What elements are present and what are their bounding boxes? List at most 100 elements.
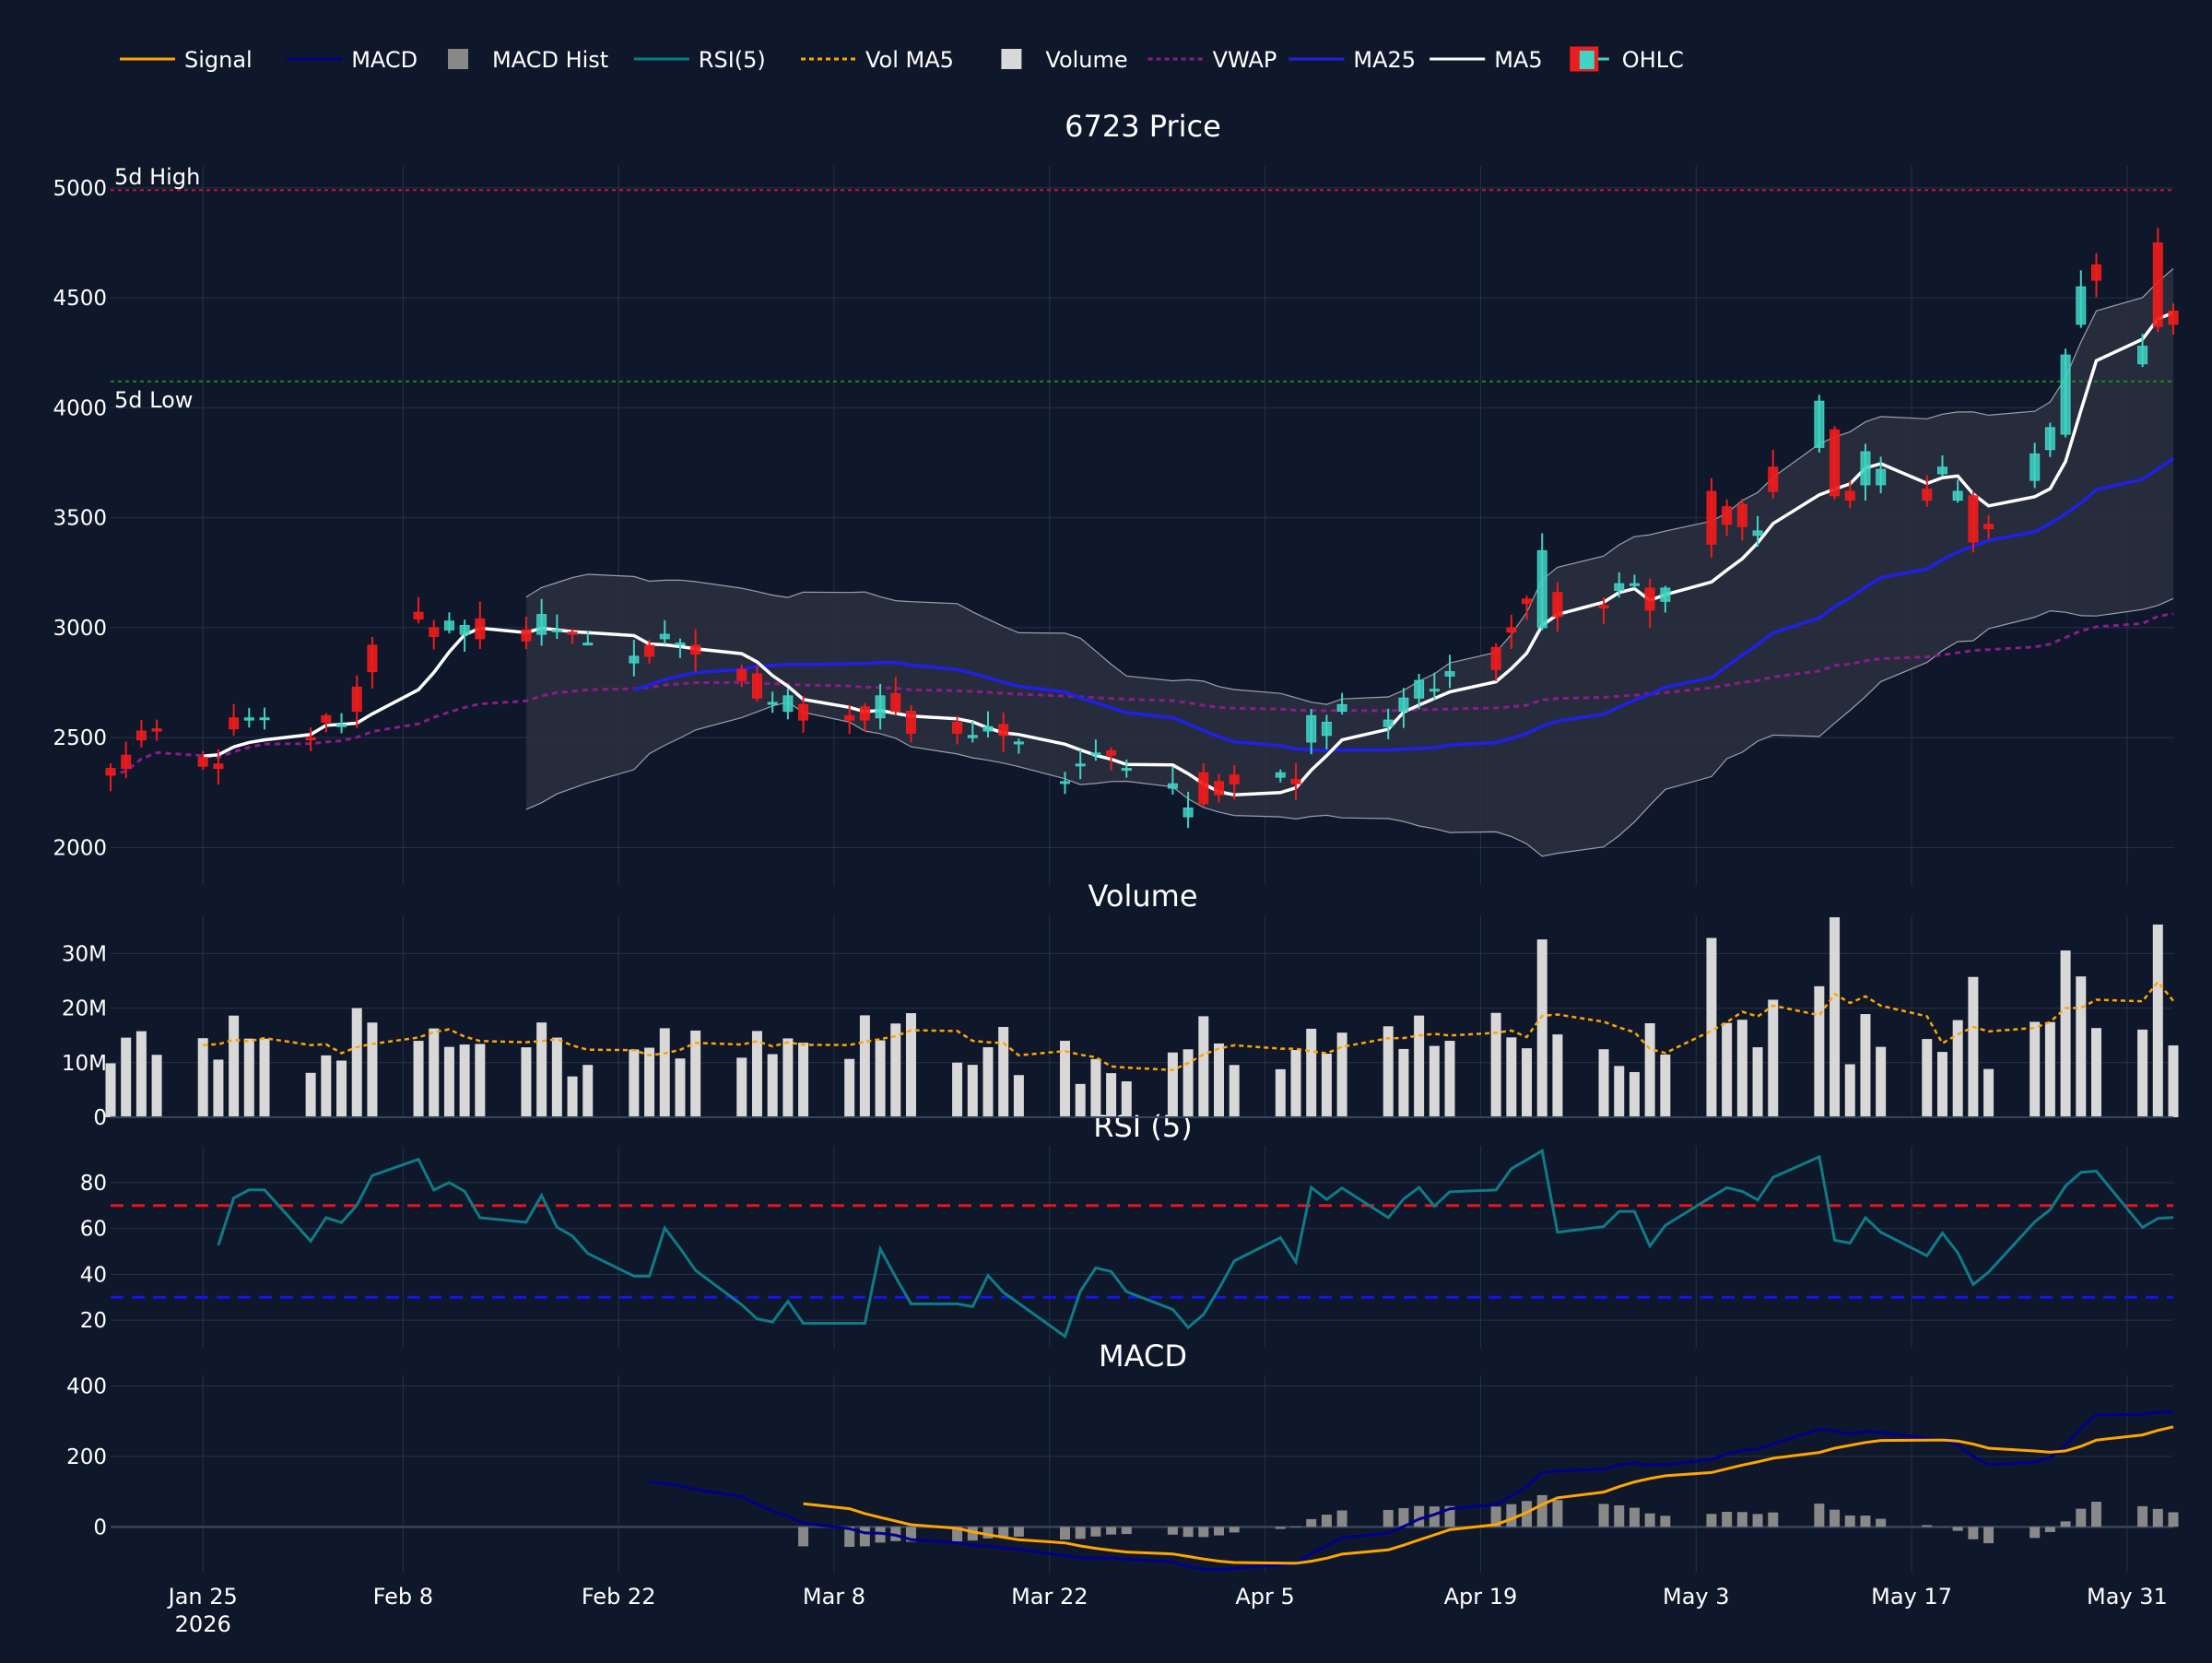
candle-body xyxy=(444,621,453,631)
candle-body xyxy=(737,669,747,680)
volume-bar xyxy=(906,1013,916,1117)
volume-bar xyxy=(1306,1029,1316,1117)
candle-body xyxy=(1937,467,1947,474)
macd-hist-bar xyxy=(798,1527,808,1546)
candle-body xyxy=(368,645,377,672)
macd-hist-bar xyxy=(860,1527,870,1546)
candle-body xyxy=(1491,647,1500,669)
volume-bar xyxy=(1660,1055,1670,1117)
volume-bar xyxy=(2153,925,2163,1117)
candle-body xyxy=(337,725,347,726)
volume-bar xyxy=(429,1029,439,1117)
price-y-tick-label: 3000 xyxy=(53,617,107,641)
legend-label: VWAP xyxy=(1213,47,1277,73)
volume-bar xyxy=(1614,1066,1624,1117)
volume-bar xyxy=(1322,1054,1332,1117)
macd-hist-bar xyxy=(1414,1506,1424,1527)
macd-hist-bar xyxy=(1753,1514,1763,1527)
volume-bar xyxy=(1552,1034,1562,1117)
candle-body xyxy=(1307,715,1316,742)
candle-body xyxy=(1969,496,1978,542)
candle-body xyxy=(1291,780,1300,784)
candle-body xyxy=(1553,593,1562,617)
candle-body xyxy=(1523,599,1532,604)
volume-bar xyxy=(229,1016,239,1117)
volume-bar xyxy=(321,1056,331,1117)
rsi-line xyxy=(218,1150,2173,1336)
candle-body xyxy=(1707,491,1716,544)
candle-body xyxy=(460,626,469,635)
macd-hist-bar xyxy=(1383,1510,1394,1527)
volume-bar xyxy=(1522,1048,1532,1117)
volume-bar xyxy=(736,1057,747,1117)
volume-bar xyxy=(1398,1049,1408,1117)
candle-body xyxy=(1923,489,1932,501)
x-tick-label: Apr 5 xyxy=(1235,1584,1294,1610)
candle-body xyxy=(1599,606,1608,607)
macd-hist-bar xyxy=(1737,1512,1747,1527)
candle-body xyxy=(1645,588,1654,610)
macd-hist-bar xyxy=(1014,1527,1024,1537)
volume-bar xyxy=(1722,1023,1732,1117)
macd-hist-bar xyxy=(1537,1495,1547,1527)
volume-bar xyxy=(2076,976,2086,1117)
macd-hist-bar xyxy=(1630,1508,1640,1527)
legend-swatch xyxy=(1001,49,1021,69)
candle-body xyxy=(1430,690,1439,691)
candle-body xyxy=(1122,769,1131,771)
volume-bar xyxy=(1076,1084,1086,1117)
macd-hist-bar xyxy=(1599,1504,1609,1527)
volume-y-tick-label: 0 xyxy=(93,1106,107,1130)
macd-hist-bar xyxy=(1722,1512,1732,1527)
candle-body xyxy=(152,729,161,731)
macd-hist-bar xyxy=(1214,1527,1224,1535)
macd-y-tick-label: 0 xyxy=(93,1516,107,1539)
macd-hist-bar xyxy=(1322,1515,1332,1527)
volume-bar xyxy=(336,1061,347,1117)
volume-bar xyxy=(1276,1069,1286,1117)
volume-bar xyxy=(1445,1041,1455,1117)
volume-bar xyxy=(968,1065,978,1117)
candle-body xyxy=(860,707,869,720)
volume-bar xyxy=(782,1038,793,1117)
volume-bar xyxy=(414,1041,424,1117)
volume-bar xyxy=(2045,1022,2055,1117)
volume-bar xyxy=(1737,1020,1747,1117)
x-tick-label: Mar 22 xyxy=(1011,1584,1088,1610)
volume-bar xyxy=(1814,986,1824,1117)
volume-bar xyxy=(1168,1053,1178,1117)
macd-hist-bar xyxy=(1552,1500,1562,1527)
candle-body xyxy=(306,737,315,739)
candle-body xyxy=(999,725,1008,736)
candle-body xyxy=(1953,491,1962,501)
candle-body xyxy=(2138,347,2147,364)
candle-body xyxy=(2153,242,2162,326)
volume-bar xyxy=(1645,1023,1655,1117)
candle-body xyxy=(1815,401,1824,447)
macd-hist-bar xyxy=(2030,1527,2040,1538)
legend-item xyxy=(1001,49,1021,69)
volume-bar xyxy=(244,1039,254,1117)
x-tick-label: Apr 19 xyxy=(1444,1584,1518,1610)
candle-body xyxy=(476,619,485,638)
macd-hist-bar xyxy=(1276,1527,1286,1528)
x-tick-label: Jan 25 xyxy=(167,1584,238,1610)
legend-label: Volume xyxy=(1045,47,1127,73)
candle-body xyxy=(768,702,777,704)
candle-body xyxy=(783,696,793,712)
volume-bar xyxy=(2169,1045,2179,1117)
price-y-tick-label: 4500 xyxy=(53,287,107,311)
candle-body xyxy=(352,687,361,711)
volume-bar xyxy=(444,1047,454,1117)
macd-hist-bar xyxy=(1830,1510,1840,1527)
volume-bar xyxy=(1090,1059,1100,1117)
candle-body xyxy=(322,715,331,722)
volume-bar xyxy=(1230,1065,1240,1117)
volume-bar xyxy=(1983,1069,1994,1117)
candle-body xyxy=(1383,720,1393,726)
candle-body xyxy=(1507,628,1516,632)
volume-bar xyxy=(982,1047,993,1117)
candle-body xyxy=(522,630,531,641)
